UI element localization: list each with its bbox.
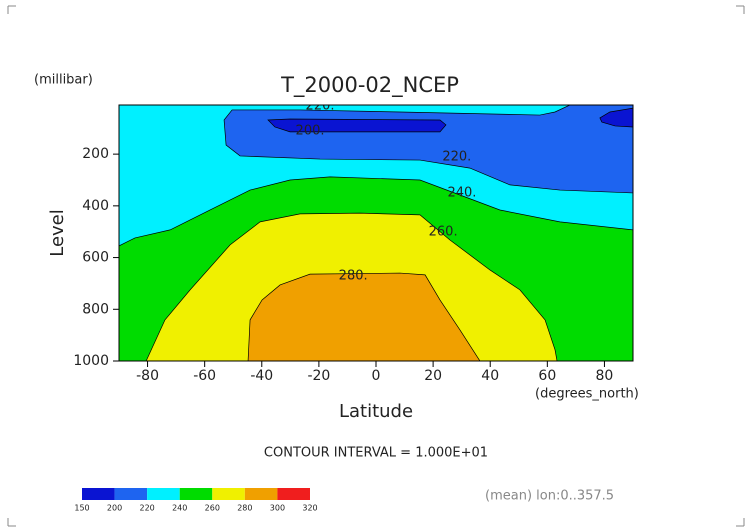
colorbar-label: 260 bbox=[205, 504, 220, 513]
colorbar-label: 280 bbox=[237, 504, 252, 513]
x-tick-label: -20 bbox=[307, 368, 330, 384]
contour-label: 220. bbox=[306, 99, 335, 114]
colorbar-box bbox=[212, 488, 245, 500]
colorbar-label: 300 bbox=[270, 504, 285, 513]
colorbar-box bbox=[277, 488, 310, 500]
footer-note: (mean) lon:0..357.5 bbox=[485, 489, 614, 504]
x-tick-label: 40 bbox=[481, 368, 499, 384]
contour-label: 260. bbox=[429, 224, 458, 239]
page-corners bbox=[7, 5, 745, 527]
y-units: (millibar) bbox=[34, 73, 93, 88]
x-tick-label: 80 bbox=[596, 368, 614, 384]
colorbar-box bbox=[82, 488, 115, 500]
y-tick-label: 200 bbox=[82, 146, 109, 162]
colorbar-box bbox=[179, 488, 213, 500]
x-tick-label: 0 bbox=[372, 368, 381, 384]
colorbar-label: 150 bbox=[74, 504, 89, 513]
plot-area: 220. 200. 220. 240. 260. 280. bbox=[119, 99, 633, 361]
contour-label: 200. bbox=[296, 123, 325, 138]
x-tick-label: 60 bbox=[538, 368, 556, 384]
y-tick-label: 400 bbox=[82, 198, 109, 214]
x-tick-label: -40 bbox=[250, 368, 273, 384]
x-tick-label: 20 bbox=[424, 368, 442, 384]
contour-region bbox=[599, 107, 633, 128]
x-axis-label: Latitude bbox=[339, 401, 413, 422]
colorbar-label: 200 bbox=[107, 504, 122, 513]
chart-title: T_2000-02_NCEP bbox=[280, 73, 459, 98]
x-units: (degrees_north) bbox=[535, 387, 639, 402]
y-axis-label: Level bbox=[47, 209, 68, 257]
colorbar-box bbox=[147, 488, 180, 500]
colorbar-label: 240 bbox=[172, 504, 187, 513]
colorbar-label: 320 bbox=[302, 504, 317, 513]
colorbar-label: 220 bbox=[140, 504, 155, 513]
y-tick-label: 1000 bbox=[73, 353, 109, 369]
contour-region bbox=[267, 118, 447, 133]
y-tick-label: 800 bbox=[82, 301, 109, 317]
contour-label: 240. bbox=[447, 185, 476, 200]
contour-label: 280. bbox=[339, 268, 368, 283]
contour-label: 220. bbox=[442, 149, 471, 164]
x-tick-label: -80 bbox=[136, 368, 159, 384]
contour-interval: CONTOUR INTERVAL = 1.000E+01 bbox=[264, 446, 488, 461]
contour-region bbox=[247, 272, 481, 361]
colorbar-box bbox=[244, 488, 278, 500]
y-tick-label: 600 bbox=[82, 250, 109, 266]
colorbar-box bbox=[114, 488, 148, 500]
x-tick-label: -60 bbox=[193, 368, 216, 384]
